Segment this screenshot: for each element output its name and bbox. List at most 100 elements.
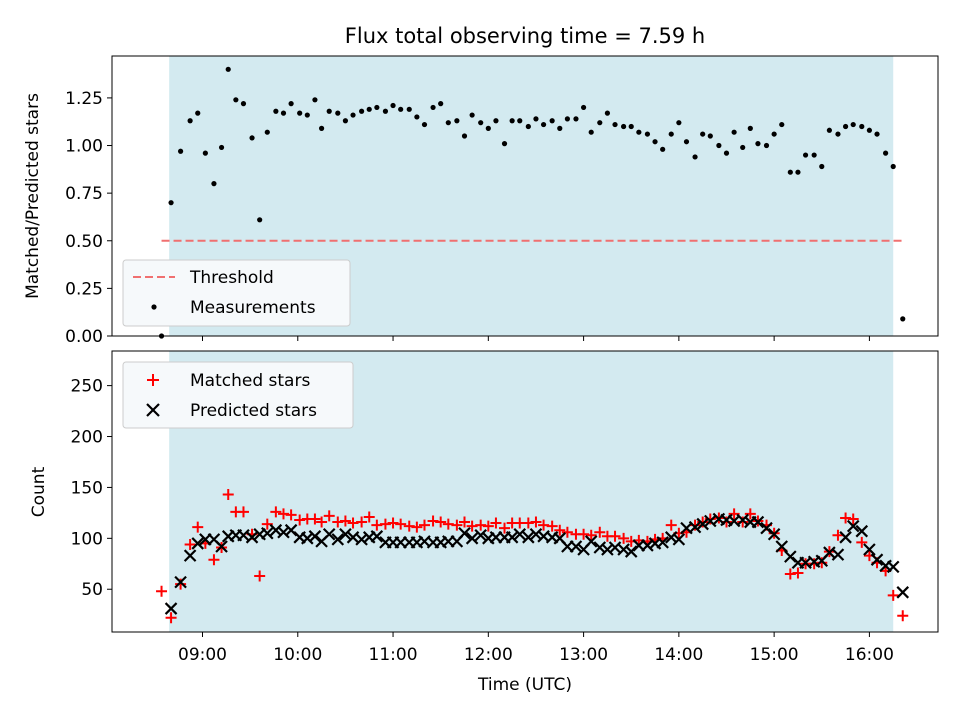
measurement-point bbox=[850, 121, 856, 128]
predicted-star-marker bbox=[569, 540, 583, 553]
predicted-star-marker bbox=[174, 575, 187, 589]
matched-star-marker bbox=[254, 570, 266, 582]
predicted-star-marker bbox=[183, 549, 197, 562]
matched-star-marker bbox=[379, 518, 391, 530]
matched-star-marker bbox=[887, 589, 899, 601]
measurement-point bbox=[604, 110, 611, 116]
measurement-point bbox=[716, 142, 722, 149]
chart-title: Flux total observing time = 7.59 h bbox=[345, 24, 705, 48]
predicted-star-marker bbox=[215, 540, 228, 553]
predicted-star-marker bbox=[322, 527, 336, 541]
matched-star-marker bbox=[316, 516, 328, 528]
measurement-point bbox=[225, 66, 231, 72]
x-tick-label: 16:00 bbox=[845, 645, 894, 665]
measurement-point bbox=[652, 139, 658, 145]
measurement-point bbox=[187, 118, 193, 124]
matched-star-marker bbox=[435, 516, 447, 528]
measurement-point bbox=[406, 106, 412, 112]
measurement-point bbox=[540, 121, 547, 128]
measurement-point bbox=[297, 110, 303, 116]
measurement-point bbox=[874, 131, 880, 137]
measurement-point bbox=[233, 97, 239, 103]
measurement-point bbox=[826, 127, 832, 133]
measurement-point bbox=[318, 125, 325, 131]
ratio-y-tick-label: 1.00 bbox=[65, 137, 103, 157]
measurement-point bbox=[493, 118, 499, 124]
measurement-point bbox=[859, 123, 865, 130]
predicted-star-marker bbox=[370, 530, 384, 543]
measurement-point bbox=[374, 104, 380, 111]
matched-star-marker bbox=[459, 516, 471, 528]
measurement-point bbox=[445, 120, 451, 126]
matched-star-marker bbox=[237, 506, 249, 518]
predicted-star-marker bbox=[269, 523, 283, 537]
measurement-point bbox=[668, 131, 674, 137]
measurement-point bbox=[398, 106, 404, 112]
ratio-panel: 0.00 0.25 0.50 0.75 1.00 1.25 Matched/Predict… bbox=[23, 55, 939, 347]
x-tick-label: 12:00 bbox=[464, 645, 513, 665]
matched-star-marker bbox=[792, 567, 804, 579]
predicted-star-marker bbox=[855, 524, 869, 538]
measurement-point bbox=[564, 116, 570, 122]
predicted-star-marker bbox=[767, 527, 781, 541]
measurement-point bbox=[390, 102, 396, 109]
measurement-point bbox=[525, 123, 531, 130]
matched-star-marker bbox=[403, 520, 415, 532]
predicted-star-marker bbox=[308, 530, 322, 543]
matched-star-marker bbox=[609, 530, 621, 542]
count-plot-area: 50 100 150 200 250 09:00 10:00 11:00 12:00 13:00 1… bbox=[71, 350, 939, 665]
ratio-y-tick-label: 0.50 bbox=[65, 232, 103, 252]
measurement-point bbox=[240, 101, 247, 107]
matched-star-marker bbox=[784, 568, 796, 580]
count-y-tick-label: 250 bbox=[71, 377, 103, 397]
count-legend-box bbox=[122, 361, 354, 429]
predicted-star-marker bbox=[529, 527, 543, 541]
count-panel: 50 100 150 200 250 09:00 10:00 11:00 12:00 13:00 1… bbox=[29, 350, 939, 695]
measurement-point bbox=[628, 123, 634, 130]
measurement-point bbox=[501, 141, 508, 147]
matched-star-marker bbox=[270, 506, 282, 518]
measurement-point bbox=[802, 152, 809, 158]
predicted-star-marker bbox=[301, 532, 314, 545]
matched-star-marker bbox=[816, 557, 828, 569]
measurement-point bbox=[747, 125, 753, 131]
predicted-star-marker bbox=[751, 515, 765, 529]
measurement-point bbox=[755, 141, 761, 147]
measurement-point bbox=[454, 118, 460, 124]
measurement-point bbox=[549, 118, 555, 124]
matched-star-marker bbox=[475, 519, 487, 531]
predicted-star-marker bbox=[672, 533, 686, 546]
matched-stars-legend-label: Matched stars bbox=[190, 371, 310, 391]
predicted-stars-legend-swatch bbox=[146, 403, 160, 417]
matched-star-marker bbox=[165, 612, 177, 624]
matched-star-marker bbox=[728, 508, 740, 520]
matched-star-marker bbox=[554, 524, 566, 536]
measurement-point bbox=[304, 112, 310, 118]
matched-star-marker bbox=[499, 522, 511, 534]
matched-star-marker bbox=[332, 516, 344, 528]
measurement-point bbox=[177, 148, 184, 154]
x-tick-label: 09:00 bbox=[178, 645, 227, 665]
predicted-star-marker bbox=[584, 535, 598, 548]
matched-star-marker bbox=[208, 554, 220, 566]
x-tick-label: 15:00 bbox=[750, 645, 799, 665]
measurement-point bbox=[335, 110, 341, 116]
measurement-point bbox=[195, 110, 201, 116]
measurement-point bbox=[469, 112, 475, 118]
measurement-point bbox=[359, 108, 365, 114]
predicted-star-marker bbox=[870, 553, 884, 566]
measurement-point bbox=[811, 152, 817, 158]
measurement-point bbox=[787, 169, 793, 175]
matched-star-marker bbox=[363, 511, 375, 523]
measurement-point bbox=[533, 116, 539, 122]
predicted-star-marker bbox=[458, 526, 471, 540]
ratio-y-tick-label: 0.00 bbox=[65, 327, 103, 347]
measurements-legend-swatch bbox=[151, 304, 157, 310]
ratio-y-tick-label: 1.25 bbox=[65, 89, 103, 109]
matched-star-marker bbox=[594, 526, 606, 538]
measurement-point bbox=[438, 101, 444, 107]
matched-star-marker bbox=[184, 538, 196, 550]
measurement-point bbox=[573, 116, 579, 122]
x-tick-label: 13:00 bbox=[559, 645, 608, 665]
